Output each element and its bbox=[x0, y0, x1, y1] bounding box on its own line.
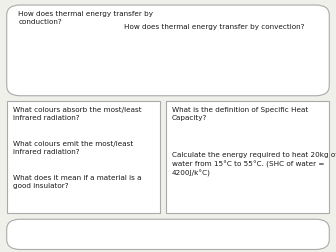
FancyBboxPatch shape bbox=[7, 5, 329, 96]
Text: What colours emit the most/least
infrared radiation?: What colours emit the most/least infrare… bbox=[13, 141, 133, 155]
Text: What colours absorb the most/least
infrared radiation?: What colours absorb the most/least infra… bbox=[13, 107, 141, 121]
Text: How does thermal energy transfer by convection?: How does thermal energy transfer by conv… bbox=[124, 24, 305, 30]
Bar bbox=[166, 101, 329, 213]
Text: Calculate the energy required to heat 20kg of
water from 15°C to 55°C. (SHC of w: Calculate the energy required to heat 20… bbox=[172, 152, 336, 177]
Bar bbox=[7, 101, 160, 213]
FancyBboxPatch shape bbox=[7, 219, 329, 249]
Text: What does it mean if a material is a
good insulator?: What does it mean if a material is a goo… bbox=[13, 175, 141, 189]
Text: What is the definition of Specific Heat
Capacity?: What is the definition of Specific Heat … bbox=[172, 107, 308, 121]
Text: How does thermal energy transfer by
conduction?: How does thermal energy transfer by cond… bbox=[18, 11, 154, 25]
